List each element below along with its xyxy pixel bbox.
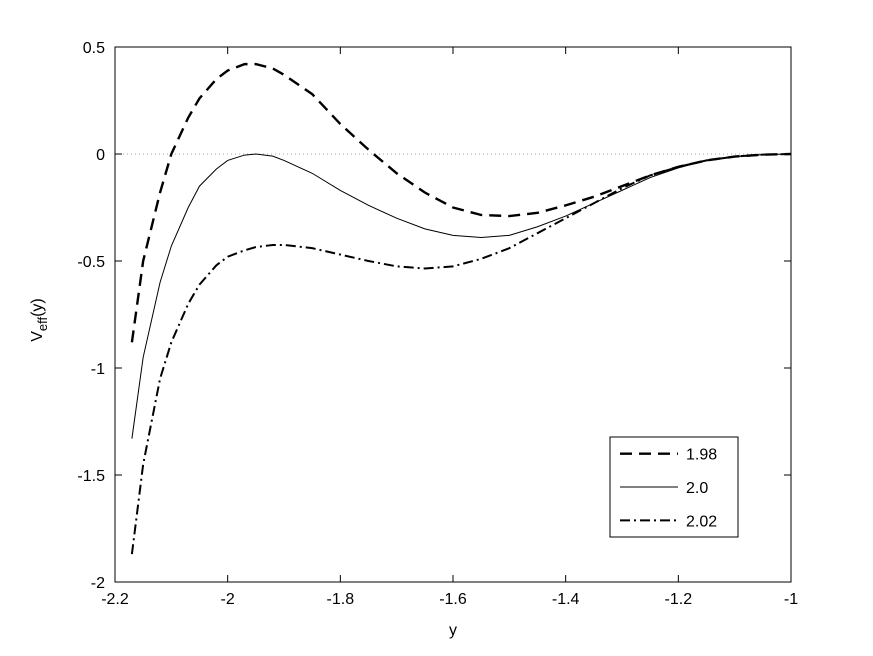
x-tick-label: -1.8 <box>327 591 355 608</box>
legend-label: 2.02 <box>686 513 717 530</box>
x-tick-label: -1.4 <box>552 591 580 608</box>
legend-label: 1.98 <box>686 447 717 464</box>
y-tick-label: -1.5 <box>77 468 105 485</box>
y-tick-label: -0.5 <box>77 254 105 271</box>
series-line <box>131 153 792 439</box>
y-label-main: V <box>29 331 46 342</box>
x-tick-label: -2.2 <box>101 591 129 608</box>
x-tick-label: -1.2 <box>665 591 693 608</box>
y-tick-label: 0.5 <box>83 40 105 57</box>
y-tick-label: -2 <box>91 575 105 592</box>
legend-label: 2.0 <box>686 480 708 497</box>
plot-frame <box>114 46 792 583</box>
y-label-tail: (y) <box>29 298 46 317</box>
x-tick-label: -1.6 <box>439 591 467 608</box>
series-line <box>130 62 792 343</box>
y-axis-label: Veff(y) <box>29 298 50 342</box>
y-tick-label: -1 <box>91 361 105 378</box>
x-tick-label: -2 <box>221 591 235 608</box>
x-tick-label: -1 <box>784 591 798 608</box>
y-tick-label: 0 <box>96 147 105 164</box>
y-label-sub: eff <box>35 316 50 331</box>
x-axis-label: y <box>449 622 457 639</box>
